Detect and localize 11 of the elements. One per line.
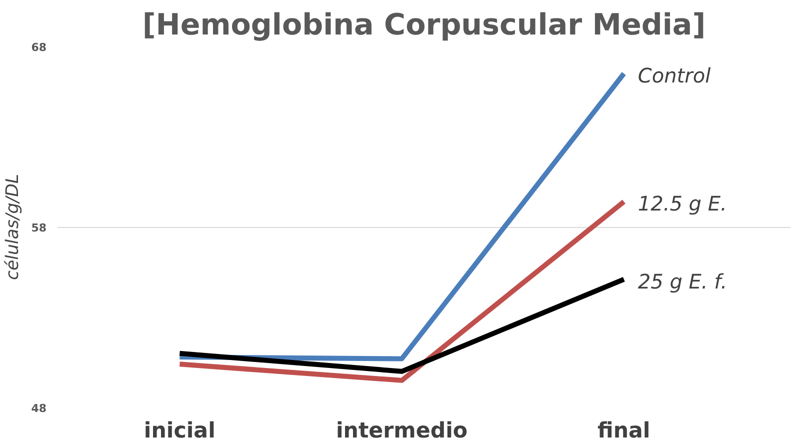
y-axis-title: células/g/DL xyxy=(3,174,24,280)
x-tick-label: final xyxy=(598,418,650,444)
x-tick-label: inicial xyxy=(144,418,216,444)
series-label: 12.5 g E. xyxy=(638,192,727,216)
series-label: 25 g E. f. xyxy=(638,269,728,294)
y-tick-label: 48 xyxy=(31,402,47,415)
y-tick-label: 68 xyxy=(31,41,47,54)
y-tick-label: 58 xyxy=(31,222,47,234)
series-label: Control xyxy=(638,64,712,88)
chart-title: [Hemoglobina Corpuscular Media] xyxy=(142,8,706,42)
x-tick-label: intermedio xyxy=(336,418,468,444)
